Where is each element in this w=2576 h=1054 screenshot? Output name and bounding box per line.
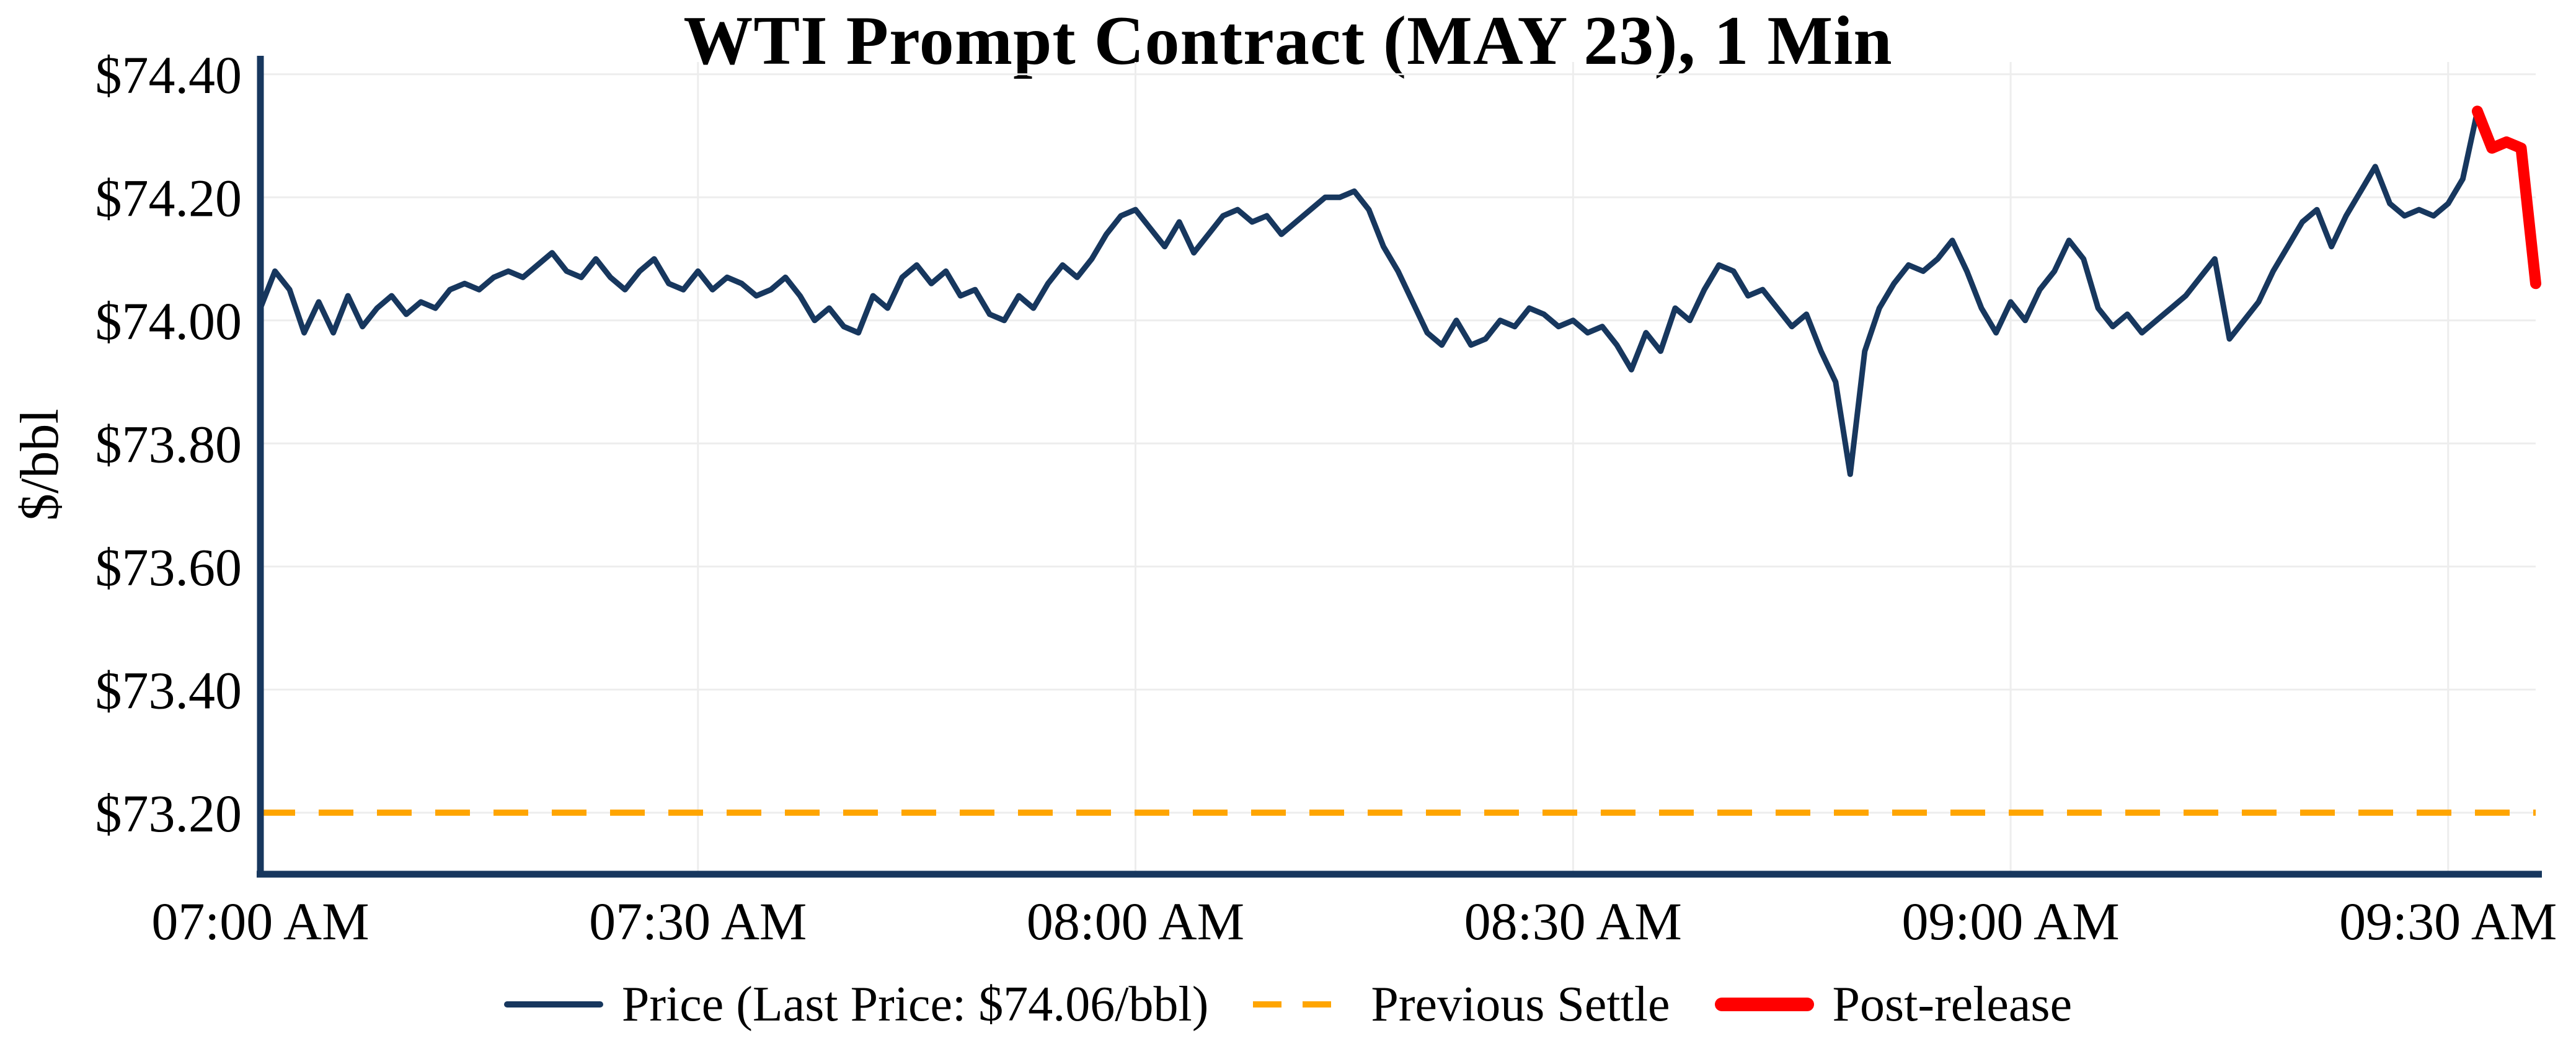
x-tick-label: 09:30 AM	[2339, 892, 2557, 951]
price-line-swatch	[503, 1001, 603, 1008]
y-tick-label: $73.80	[95, 414, 242, 474]
y-tick-label: $73.60	[95, 538, 242, 597]
legend-item-previous-settle: Previous Settle	[1253, 976, 1670, 1033]
x-tick-label: 08:00 AM	[1027, 892, 1244, 951]
y-tick-label: $74.40	[95, 45, 242, 105]
x-tick-label: 09:00 AM	[1901, 892, 2119, 951]
legend: Price (Last Price: $74.06/bbl) Previous …	[0, 967, 2576, 1042]
post-release-line-swatch	[1714, 998, 1814, 1011]
x-tick-label: 07:00 AM	[151, 892, 369, 951]
legend-label-previous-settle: Previous Settle	[1371, 976, 1670, 1032]
legend-label-price: Price (Last Price: $74.06/bbl)	[621, 976, 1209, 1032]
post-release-line	[2471, 105, 2541, 290]
legend-label-post-release: Post-release	[1832, 976, 2073, 1032]
chart-title: WTI Prompt Contract (MAY 23), 1 Min	[683, 2, 1893, 79]
y-tick-label: $74.20	[95, 168, 242, 228]
y-tick-label: $73.40	[95, 660, 242, 720]
price-line	[257, 108, 2481, 477]
y-tick-label: $74.00	[95, 291, 242, 351]
legend-item-price: Price (Last Price: $74.06/bbl)	[503, 976, 1209, 1033]
y-tick-label: $73.20	[95, 784, 242, 843]
x-tick-label: 08:30 AM	[1464, 892, 1682, 951]
settle-line-swatch	[1253, 1001, 1353, 1008]
legend-item-post-release: Post-release	[1714, 976, 2073, 1033]
x-tick-label: 07:30 AM	[589, 892, 807, 951]
